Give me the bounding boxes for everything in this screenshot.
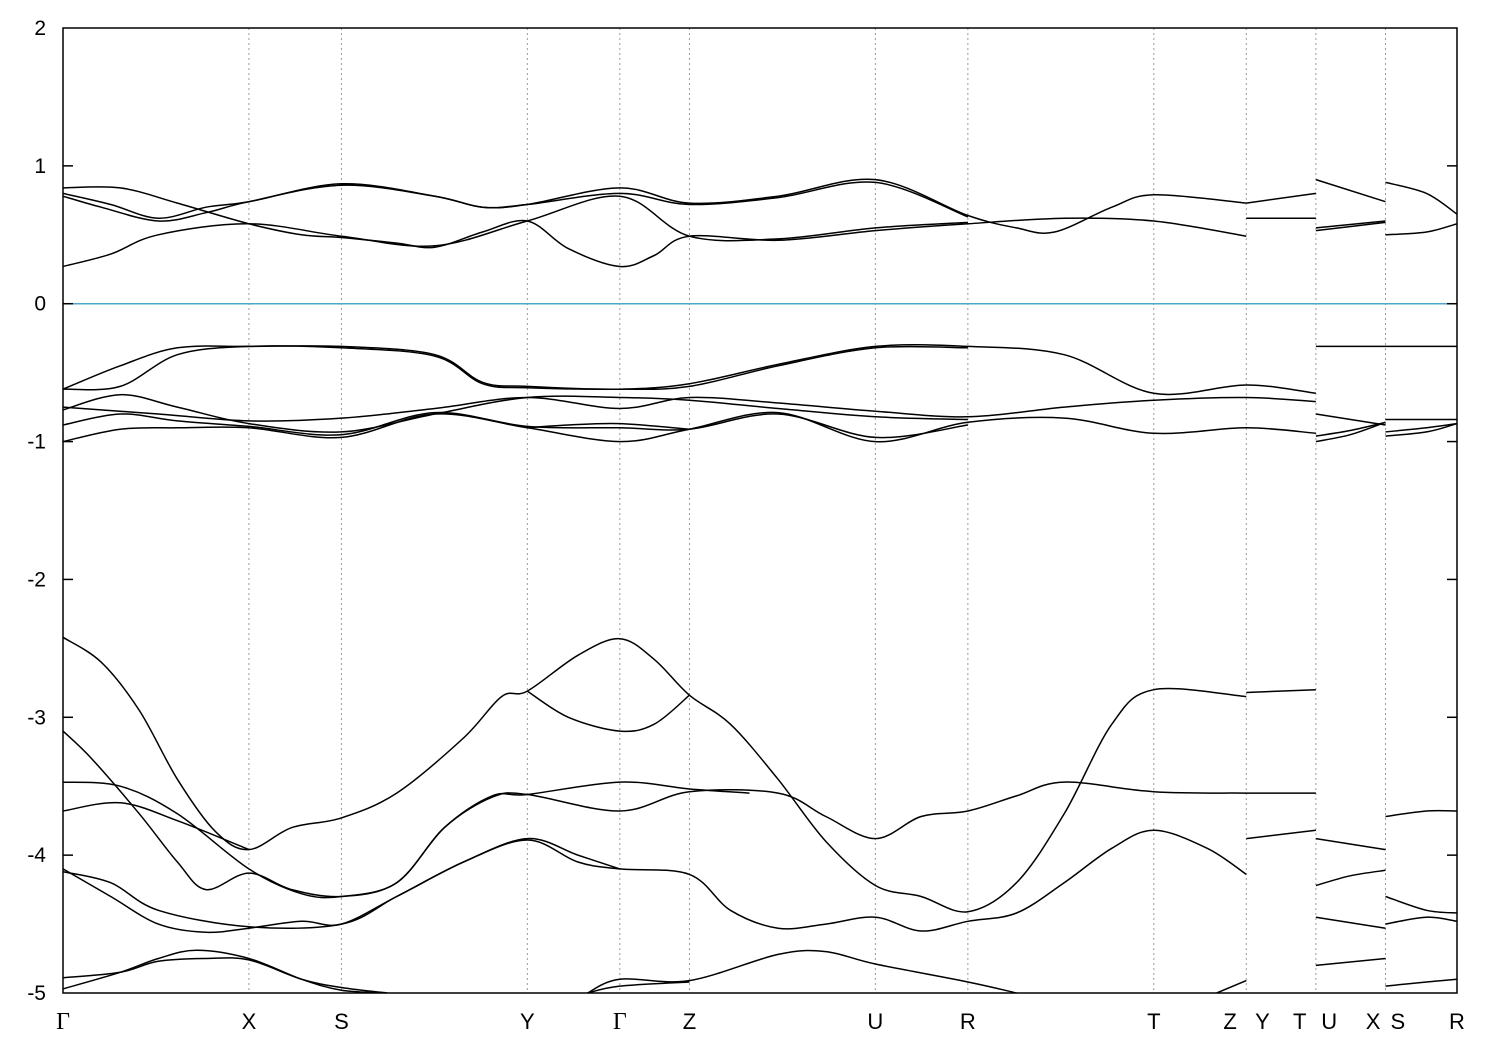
y-tick-label: -5 — [27, 982, 46, 1005]
band-line-19 — [1315, 413, 1386, 426]
band-line-10 — [1385, 223, 1457, 236]
y-tick-label: 0 — [34, 293, 46, 316]
x-tick-label: Z — [683, 1009, 696, 1034]
x-tick-label: U — [867, 1009, 883, 1034]
y-tick-label: 1 — [34, 155, 46, 178]
band-line-46 — [1385, 978, 1457, 987]
vertical-grid-lines — [248, 28, 1386, 993]
band-line-5 — [1246, 192, 1317, 204]
band-line-28 — [63, 730, 1316, 898]
x-tick-label: X — [242, 1009, 257, 1034]
band-line-2 — [63, 181, 969, 222]
x-tick-label: Γ — [613, 1009, 627, 1035]
band-line-32 — [63, 837, 621, 930]
x-tick-label: U — [1321, 1009, 1337, 1034]
band-line-26 — [1246, 688, 1316, 694]
band-line-39 — [1385, 916, 1457, 925]
band-line-8 — [1315, 221, 1386, 232]
band-line-17 — [527, 422, 690, 430]
plot-frame — [62, 27, 1458, 994]
band-line-35 — [1315, 869, 1386, 887]
y-tick-label: -2 — [27, 568, 46, 591]
band-line-29 — [63, 781, 750, 899]
band-line-31 — [63, 829, 1247, 934]
x-tick-label: S — [1391, 1009, 1406, 1034]
band-line-6 — [1315, 178, 1386, 203]
x-tick-label: Y — [520, 1009, 535, 1034]
band-line-23 — [1385, 422, 1457, 433]
x-tick-label: Y — [1255, 1009, 1270, 1034]
band-line-43 — [587, 981, 690, 993]
y-tick-label: 2 — [34, 17, 46, 40]
band-line-20 — [1315, 421, 1386, 437]
band-line-16 — [63, 411, 1316, 443]
y-tick-label: -3 — [27, 706, 46, 729]
band-series — [63, 178, 1457, 993]
y-tick-label: -1 — [27, 431, 46, 454]
band-line-37 — [1385, 809, 1457, 818]
band-line-7 — [1315, 220, 1386, 229]
band-line-24 — [1385, 422, 1457, 437]
band-line-14 — [63, 393, 968, 433]
band-line-42 — [587, 949, 1017, 993]
x-tick-label: X — [1366, 1009, 1381, 1034]
x-tick-label: T — [1147, 1009, 1160, 1034]
band-line-25 — [63, 636, 1247, 913]
band-line-44 — [1216, 979, 1247, 993]
x-tick-label: T — [1293, 1009, 1306, 1034]
x-tick-label: Z — [1223, 1009, 1236, 1034]
band-line-33 — [1246, 829, 1316, 840]
band-line-30 — [63, 801, 250, 851]
band-line-36 — [1315, 916, 1386, 929]
band-line-21 — [1315, 421, 1386, 443]
y-axis-ticks: -5 -4 -3 -2 -1 0 1 2 — [27, 17, 1457, 1005]
band-line-12 — [63, 345, 968, 391]
band-line-45 — [1315, 957, 1386, 967]
x-tick-label: Γ — [56, 1009, 70, 1035]
band-line-34 — [1315, 837, 1386, 851]
band-line-0 — [63, 186, 1247, 268]
x-tick-label: S — [334, 1009, 349, 1034]
band-line-9 — [1385, 181, 1457, 215]
band-line-38 — [1385, 895, 1457, 914]
y-tick-label: -4 — [27, 844, 46, 867]
x-tick-label: R — [960, 1009, 976, 1034]
band-line-27 — [526, 690, 690, 733]
band-line-13 — [63, 396, 1316, 422]
band-line-1 — [63, 178, 1247, 234]
band-line-3 — [63, 195, 968, 268]
x-tick-label: R — [1449, 1009, 1465, 1034]
band-line-41 — [63, 949, 388, 993]
